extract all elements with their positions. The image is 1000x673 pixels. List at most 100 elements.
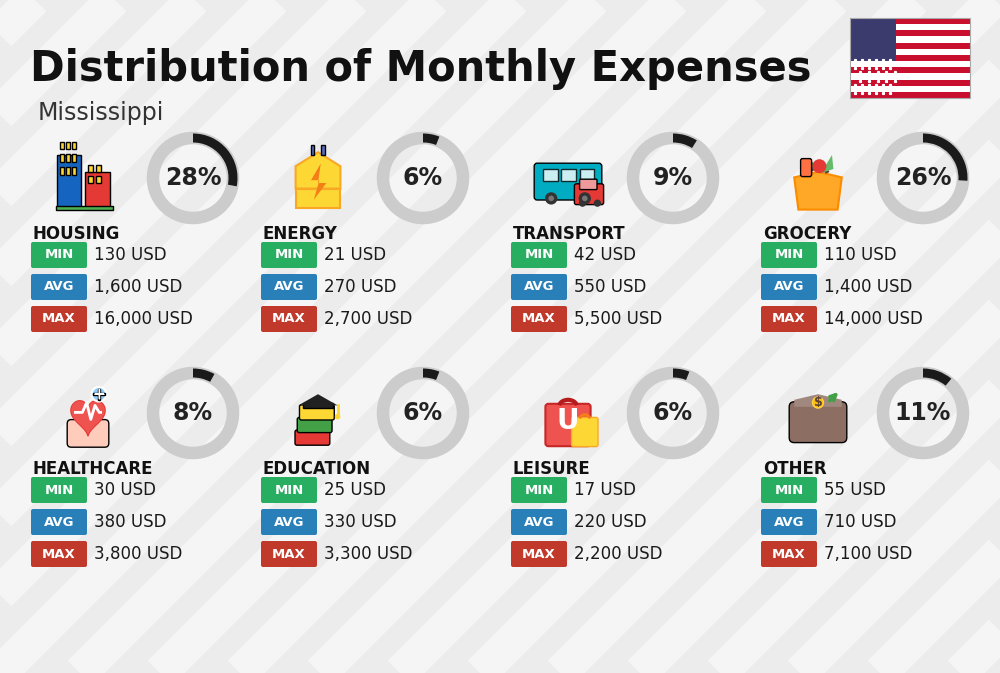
FancyBboxPatch shape — [850, 24, 970, 30]
Text: MAX: MAX — [772, 548, 806, 561]
Polygon shape — [801, 157, 815, 174]
Text: $: $ — [814, 396, 822, 409]
Polygon shape — [794, 172, 842, 209]
Text: AVG: AVG — [774, 281, 804, 293]
FancyBboxPatch shape — [261, 541, 317, 567]
FancyBboxPatch shape — [850, 36, 970, 42]
Text: MAX: MAX — [272, 312, 306, 326]
Text: TRANSPORT: TRANSPORT — [513, 225, 626, 243]
FancyBboxPatch shape — [789, 402, 847, 443]
FancyBboxPatch shape — [580, 179, 597, 190]
Circle shape — [335, 414, 340, 419]
FancyBboxPatch shape — [72, 154, 76, 162]
FancyBboxPatch shape — [850, 55, 970, 61]
FancyBboxPatch shape — [98, 388, 100, 400]
Text: 16,000 USD: 16,000 USD — [94, 310, 193, 328]
FancyBboxPatch shape — [85, 172, 110, 208]
Text: 330 USD: 330 USD — [324, 513, 397, 531]
FancyBboxPatch shape — [261, 509, 317, 535]
FancyBboxPatch shape — [761, 477, 817, 503]
Text: 130 USD: 130 USD — [94, 246, 167, 264]
Circle shape — [579, 192, 591, 205]
Text: 270 USD: 270 USD — [324, 278, 396, 296]
Text: 3,300 USD: 3,300 USD — [324, 545, 413, 563]
FancyBboxPatch shape — [66, 167, 70, 174]
FancyBboxPatch shape — [67, 419, 109, 447]
FancyBboxPatch shape — [761, 306, 817, 332]
Text: 1,600 USD: 1,600 USD — [94, 278, 182, 296]
FancyBboxPatch shape — [60, 141, 64, 149]
FancyBboxPatch shape — [261, 274, 317, 300]
Text: LEISURE: LEISURE — [513, 460, 591, 478]
FancyBboxPatch shape — [88, 165, 93, 172]
Text: 110 USD: 110 USD — [824, 246, 897, 264]
Text: 25 USD: 25 USD — [324, 481, 386, 499]
FancyBboxPatch shape — [850, 30, 970, 36]
FancyBboxPatch shape — [57, 155, 81, 208]
Polygon shape — [821, 155, 833, 173]
Text: 21 USD: 21 USD — [324, 246, 386, 264]
Circle shape — [92, 387, 106, 402]
Wedge shape — [673, 133, 697, 148]
Text: MIN: MIN — [774, 248, 804, 262]
Circle shape — [582, 196, 588, 201]
Text: AVG: AVG — [274, 516, 304, 528]
Text: 28%: 28% — [165, 166, 221, 190]
FancyBboxPatch shape — [850, 92, 970, 98]
Text: MIN: MIN — [774, 483, 804, 497]
Text: MAX: MAX — [42, 548, 76, 561]
FancyBboxPatch shape — [60, 154, 64, 162]
FancyBboxPatch shape — [801, 159, 812, 176]
FancyBboxPatch shape — [66, 154, 70, 162]
FancyBboxPatch shape — [850, 85, 970, 92]
Text: AVG: AVG — [44, 281, 74, 293]
Text: 6%: 6% — [653, 401, 693, 425]
Text: 6%: 6% — [403, 401, 443, 425]
Text: 11%: 11% — [895, 401, 951, 425]
Circle shape — [579, 199, 586, 207]
FancyBboxPatch shape — [93, 393, 105, 395]
Text: AVG: AVG — [274, 281, 304, 293]
FancyBboxPatch shape — [295, 430, 330, 446]
Wedge shape — [923, 369, 951, 386]
Text: MAX: MAX — [522, 548, 556, 561]
Text: MAX: MAX — [42, 312, 76, 326]
FancyBboxPatch shape — [96, 165, 101, 172]
Text: 220 USD: 220 USD — [574, 513, 647, 531]
FancyBboxPatch shape — [850, 48, 970, 55]
FancyBboxPatch shape — [580, 170, 594, 181]
Text: 9%: 9% — [653, 166, 693, 190]
FancyBboxPatch shape — [72, 141, 76, 149]
Text: 42 USD: 42 USD — [574, 246, 636, 264]
Text: U: U — [557, 406, 579, 435]
Text: MAX: MAX — [772, 312, 806, 326]
Text: 8%: 8% — [173, 401, 213, 425]
Text: 380 USD: 380 USD — [94, 513, 166, 531]
Text: MIN: MIN — [44, 483, 74, 497]
FancyBboxPatch shape — [261, 242, 317, 268]
Text: 14,000 USD: 14,000 USD — [824, 310, 923, 328]
Text: GROCERY: GROCERY — [763, 225, 851, 243]
FancyBboxPatch shape — [850, 42, 970, 48]
Wedge shape — [423, 369, 439, 380]
FancyBboxPatch shape — [761, 509, 817, 535]
FancyBboxPatch shape — [31, 509, 87, 535]
FancyBboxPatch shape — [545, 404, 591, 446]
FancyBboxPatch shape — [303, 402, 333, 409]
FancyBboxPatch shape — [31, 541, 87, 567]
FancyBboxPatch shape — [96, 176, 101, 183]
Text: 17 USD: 17 USD — [574, 481, 636, 499]
FancyBboxPatch shape — [31, 477, 87, 503]
Circle shape — [812, 160, 826, 173]
FancyBboxPatch shape — [261, 477, 317, 503]
FancyBboxPatch shape — [511, 509, 567, 535]
FancyBboxPatch shape — [574, 184, 604, 205]
FancyBboxPatch shape — [850, 67, 970, 73]
Text: AVG: AVG — [774, 516, 804, 528]
FancyBboxPatch shape — [299, 404, 334, 420]
FancyBboxPatch shape — [850, 79, 970, 85]
Text: AVG: AVG — [524, 281, 554, 293]
Text: AVG: AVG — [44, 516, 74, 528]
Text: HEALTHCARE: HEALTHCARE — [33, 460, 154, 478]
Circle shape — [812, 396, 824, 409]
